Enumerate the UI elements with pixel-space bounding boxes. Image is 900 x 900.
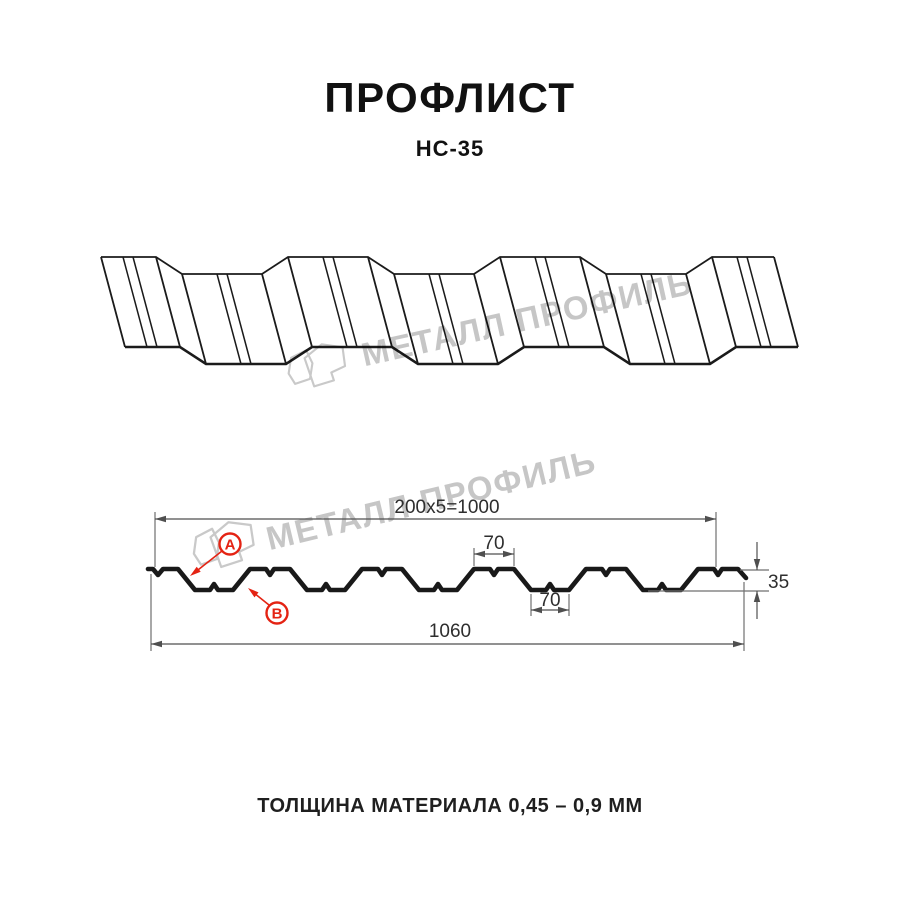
dim-coverage-width: 200x5=1000 bbox=[394, 497, 499, 518]
dim-overall-width: 1060 bbox=[429, 621, 471, 642]
callout-a-label: А bbox=[225, 537, 236, 554]
fold-lines bbox=[100, 256, 799, 365]
dimension-arrowheads bbox=[151, 515, 761, 648]
callout-a: А bbox=[190, 532, 242, 576]
callout-b-circle bbox=[265, 601, 289, 625]
callout-b: В bbox=[248, 588, 289, 625]
dim-profile-height: 35 bbox=[768, 572, 789, 593]
dim-crest-width: 70 bbox=[483, 533, 504, 554]
dimension-labels: 200x5=1000 1060 70 70 35 bbox=[394, 497, 789, 642]
callout-a-arrow bbox=[195, 550, 223, 573]
thickness-note: ТОЛЩИНА МАТЕРИАЛА 0,45 – 0,9 ММ bbox=[257, 795, 643, 817]
cross-section-profile bbox=[145, 566, 749, 593]
dim-trough-width: 70 bbox=[539, 590, 560, 611]
rib-lines bbox=[122, 256, 772, 365]
callout-b-label: В bbox=[272, 606, 283, 623]
callout-b-arrow bbox=[253, 592, 270, 606]
sheet-3d-view bbox=[100, 256, 799, 366]
page-title: ПРОФЛИСТ bbox=[324, 74, 576, 121]
profile-model-name: НС-35 bbox=[415, 136, 485, 161]
